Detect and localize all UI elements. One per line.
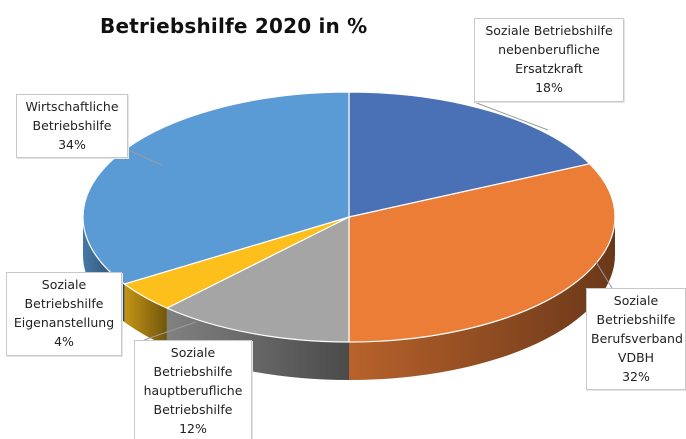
- slice-label-line: hauptberufliche: [143, 383, 243, 398]
- chart-title: Betriebshilfe 2020 in %: [100, 14, 368, 38]
- slice-label-line: Betriebshilfe: [153, 364, 233, 379]
- slice-label-eigenanstellung: Soziale Betriebshilfe Eigenanstellung 4%: [6, 272, 122, 356]
- slice-value-label: 4%: [54, 334, 74, 349]
- leader-line: [143, 321, 197, 341]
- slice-label-line: Berufsverband: [591, 331, 683, 346]
- slice-label-hauptberufliche: Soziale Betriebshilfe hauptberufliche Be…: [134, 340, 252, 439]
- slice-label-line: Soziale: [41, 277, 87, 292]
- slice-value-label: 34%: [58, 137, 86, 152]
- pie-slice: [166, 216, 350, 343]
- slice-label-berufsverband: Soziale Betriebshilfe Berufsverband VDBH…: [586, 288, 686, 390]
- slice-label-line: VDBH: [617, 350, 655, 365]
- slice-label-line: Eigenanstellung: [13, 315, 115, 330]
- slice-label-line: nebenberufliche: [498, 42, 600, 57]
- leader-line: [127, 149, 163, 166]
- slice-side-wall: [124, 283, 167, 347]
- slice-side-wall: [349, 217, 615, 380]
- slice-label-line: Betriebshilfe: [32, 118, 112, 133]
- slice-label-line: Betriebshilfe: [153, 402, 233, 417]
- pie-slice: [348, 163, 616, 343]
- slice-label-wirtschaftliche: Wirtschaftliche Betriebshilfe 34%: [16, 94, 128, 158]
- slice-label-nebenberufliche: Soziale Betriebshilfe nebenberufliche Er…: [474, 18, 624, 102]
- slice-value-label: 18%: [535, 80, 563, 95]
- pie-slice: [348, 91, 591, 218]
- slice-value-label: 32%: [622, 369, 650, 384]
- slice-value-label: 12%: [179, 421, 207, 436]
- slice-label-line: Soziale Betriebshilfe: [485, 23, 613, 38]
- slice-label-line: Wirtschaftliche: [25, 99, 119, 114]
- leader-line: [473, 101, 549, 131]
- slice-label-line: Betriebshilfe: [24, 296, 104, 311]
- slice-label-line: Soziale: [613, 293, 659, 308]
- slice-label-line: Soziale: [170, 345, 216, 360]
- slice-label-line: Ersatzkraft: [515, 61, 583, 76]
- slice-label-line: Betriebshilfe: [596, 312, 676, 327]
- leader-line: [595, 261, 613, 289]
